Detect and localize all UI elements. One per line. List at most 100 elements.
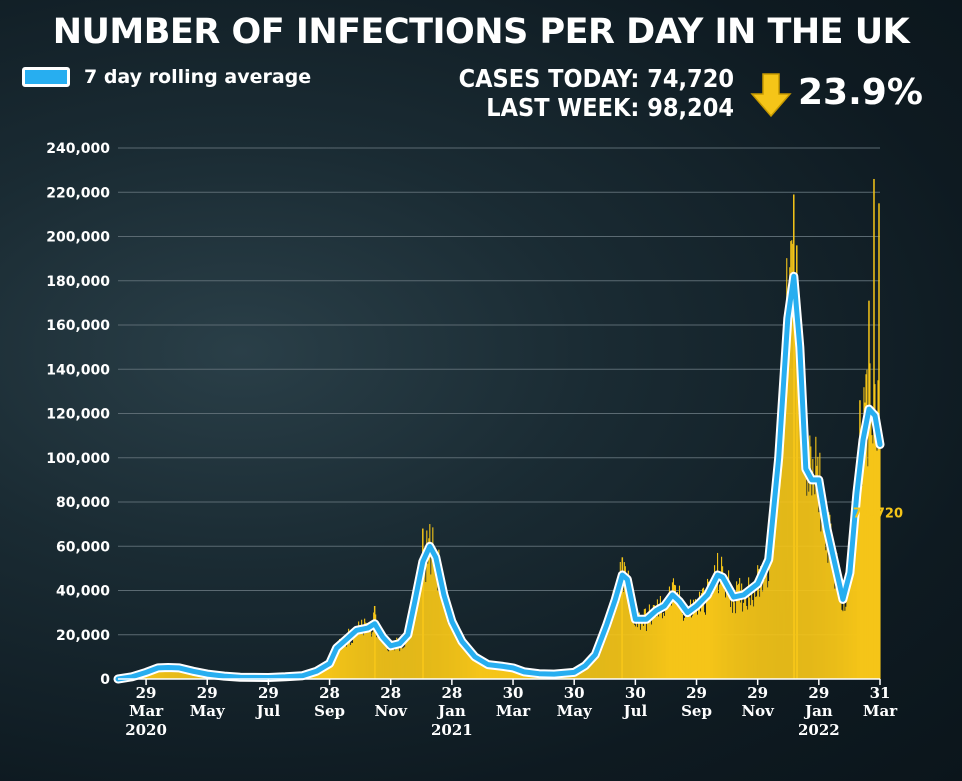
daily-bar [641,621,643,679]
daily-bar [373,612,375,679]
daily-bar [398,642,400,679]
daily-bar [811,495,813,679]
daily-bar [787,375,789,679]
daily-bar [169,669,171,679]
daily-bar [393,647,395,679]
cases-today: CASES TODAY: 74,720 [458,64,734,93]
daily-bar [503,667,505,679]
daily-bar [502,664,504,679]
y-tick-label: 120,000 [46,407,110,423]
daily-bar [785,333,787,679]
daily-bar [671,582,674,679]
daily-bar [618,577,620,679]
daily-bar [876,450,878,679]
daily-bar [501,663,503,679]
daily-bar [850,536,852,679]
daily-bar [871,435,873,679]
daily-bar [817,456,819,679]
daily-bar [450,623,452,679]
daily-bar [500,664,502,679]
daily-bar [475,659,477,679]
daily-bar [387,650,389,679]
daily-bar [848,556,850,679]
daily-bar [180,670,182,679]
daily-bar [643,609,645,679]
daily-bar [728,570,730,679]
daily-bar [862,468,864,679]
daily-bar [684,606,687,679]
daily-bar [626,582,628,679]
daily-bar [617,597,619,679]
daily-bar [733,599,735,679]
daily-bar [706,578,709,679]
daily-bar [376,637,378,679]
daily-bar [428,538,430,679]
daily-bar [836,553,838,679]
daily-bar [357,630,359,679]
daily-bar [648,604,650,679]
y-tick-label: 60,000 [56,539,110,555]
daily-bar [353,638,355,679]
daily-bar [649,611,651,679]
daily-bar [399,651,401,679]
y-tick-label: 0 [100,672,110,688]
daily-bar [447,623,449,679]
daily-bar [347,642,349,679]
daily-bar [344,640,346,679]
daily-bar [773,505,775,679]
daily-bar [646,618,648,679]
daily-bar [816,465,818,679]
daily-bar [640,621,642,679]
percent-change: 23.9% [798,72,923,113]
daily-bar [689,599,692,679]
daily-bar [803,468,805,679]
daily-bar [770,511,772,679]
daily-bar [593,652,595,679]
chart-title: NUMBER OF INFECTIONS PER DAY IN THE UK [52,12,910,52]
daily-bar [647,612,649,679]
daily-bar [623,562,625,679]
daily-bar [468,648,470,679]
daily-bar [853,502,855,679]
daily-bar [664,610,666,679]
daily-bar [384,640,386,679]
daily-bar [499,664,501,679]
daily-bar [509,665,511,679]
daily-bar [505,667,507,679]
daily-bar [417,594,419,679]
daily-bar [801,380,803,679]
daily-bar [613,598,615,679]
daily-bar [490,663,492,679]
daily-bar [636,627,638,679]
daily-bar [175,668,177,679]
daily-bar [383,643,385,679]
daily-bar [441,574,443,679]
daily-bar [840,601,842,679]
y-tick-label: 40,000 [56,584,110,600]
daily-bar [168,668,170,679]
daily-bar [619,561,621,679]
daily-bar [832,544,834,679]
x-tick-day: 29 [747,684,768,702]
daily-bar [489,664,491,679]
daily-bar [371,636,373,679]
daily-bar [729,595,731,679]
daily-bar [735,613,737,679]
daily-bar [828,512,830,679]
daily-bar [413,598,415,679]
daily-bar [740,602,742,679]
daily-bar [163,666,165,679]
daily-bar [753,606,755,679]
annotation-layer: 74,720 [853,507,903,522]
daily-bar [639,629,641,679]
daily-bar [451,627,453,679]
daily-bar [449,617,451,679]
daily-bar [606,630,608,679]
daily-bar [731,592,733,679]
daily-bar [674,585,677,679]
daily-bar [737,585,739,679]
daily-bar [159,667,161,679]
daily-bar [685,615,688,679]
x-tick-day: 28 [319,684,340,702]
x-tick-day: 28 [441,684,462,702]
